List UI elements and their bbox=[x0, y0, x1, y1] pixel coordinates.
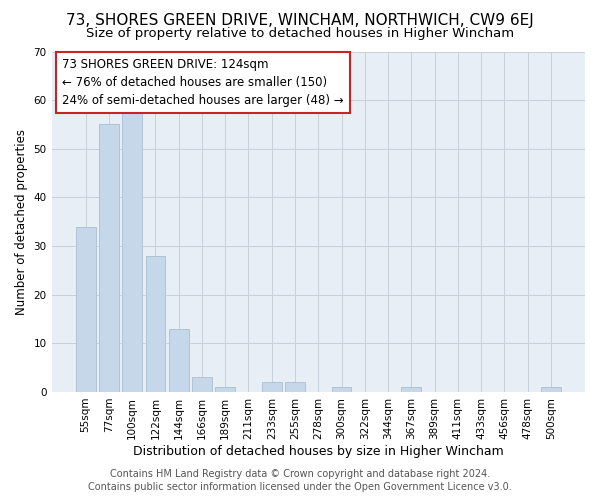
Bar bbox=[99, 124, 119, 392]
Text: Size of property relative to detached houses in Higher Wincham: Size of property relative to detached ho… bbox=[86, 28, 514, 40]
Bar bbox=[122, 105, 142, 392]
Bar bbox=[169, 328, 188, 392]
Bar bbox=[76, 226, 95, 392]
Text: 73 SHORES GREEN DRIVE: 124sqm
← 76% of detached houses are smaller (150)
24% of : 73 SHORES GREEN DRIVE: 124sqm ← 76% of d… bbox=[62, 58, 344, 108]
Bar bbox=[401, 387, 421, 392]
Bar bbox=[262, 382, 281, 392]
X-axis label: Distribution of detached houses by size in Higher Wincham: Distribution of detached houses by size … bbox=[133, 444, 503, 458]
Bar bbox=[332, 387, 352, 392]
Y-axis label: Number of detached properties: Number of detached properties bbox=[15, 128, 28, 314]
Bar bbox=[285, 382, 305, 392]
Bar bbox=[541, 387, 561, 392]
Bar bbox=[146, 256, 166, 392]
Bar bbox=[192, 378, 212, 392]
Text: Contains HM Land Registry data © Crown copyright and database right 2024.
Contai: Contains HM Land Registry data © Crown c… bbox=[88, 470, 512, 492]
Text: 73, SHORES GREEN DRIVE, WINCHAM, NORTHWICH, CW9 6EJ: 73, SHORES GREEN DRIVE, WINCHAM, NORTHWI… bbox=[66, 12, 534, 28]
Bar bbox=[215, 387, 235, 392]
